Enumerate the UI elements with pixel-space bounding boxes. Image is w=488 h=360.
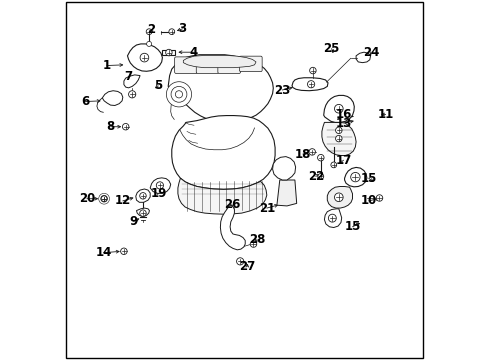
Polygon shape [324,209,341,228]
Polygon shape [326,186,352,208]
Circle shape [308,149,315,155]
Polygon shape [344,167,366,187]
Text: 22: 22 [307,170,323,183]
Text: 20: 20 [79,192,95,205]
Circle shape [146,41,151,46]
Circle shape [250,241,256,247]
Text: 15: 15 [344,220,360,233]
Text: 21: 21 [258,202,274,215]
Polygon shape [162,50,175,55]
Text: 10: 10 [360,194,376,207]
Polygon shape [355,52,370,63]
Circle shape [350,172,359,182]
Text: 12: 12 [115,194,131,207]
Circle shape [140,53,148,62]
Circle shape [156,182,163,189]
Text: 24: 24 [362,46,379,59]
Circle shape [375,195,382,201]
Polygon shape [178,178,266,214]
Circle shape [99,193,109,204]
Circle shape [128,91,136,98]
Polygon shape [272,157,295,180]
Text: 6: 6 [81,95,89,108]
Circle shape [317,154,324,161]
Text: 13: 13 [335,117,351,130]
Text: 15: 15 [360,172,376,185]
Circle shape [330,162,336,168]
Circle shape [168,29,174,35]
Circle shape [307,81,314,88]
Text: 17: 17 [335,154,351,167]
Text: 8: 8 [106,120,115,133]
Text: 1: 1 [102,59,111,72]
Text: 4: 4 [189,46,197,59]
Circle shape [171,86,186,102]
Circle shape [328,214,336,222]
Circle shape [146,29,152,35]
Text: 18: 18 [294,148,310,161]
Circle shape [309,67,316,74]
Polygon shape [323,95,354,122]
Polygon shape [136,208,149,217]
Text: 5: 5 [154,79,162,92]
Polygon shape [171,116,275,189]
Polygon shape [102,91,122,105]
Circle shape [101,195,107,202]
Text: 3: 3 [178,22,186,35]
Text: 19: 19 [150,187,167,200]
Circle shape [101,196,107,202]
Circle shape [335,127,342,134]
Circle shape [166,82,191,107]
Text: 25: 25 [323,42,339,55]
FancyBboxPatch shape [196,57,219,73]
Text: 26: 26 [223,198,240,211]
Text: 16: 16 [335,108,351,121]
Circle shape [236,258,244,265]
Polygon shape [123,75,140,88]
Polygon shape [168,55,273,123]
Text: 27: 27 [239,260,255,273]
Circle shape [140,210,146,216]
Polygon shape [321,122,355,156]
Text: 2: 2 [147,23,155,36]
Text: 9: 9 [129,215,138,228]
Polygon shape [127,44,162,71]
Circle shape [121,248,127,255]
Polygon shape [136,189,150,202]
Circle shape [334,104,343,113]
Polygon shape [220,205,244,250]
Circle shape [122,123,129,130]
FancyBboxPatch shape [174,57,197,73]
Text: 11: 11 [377,108,393,121]
Text: 14: 14 [95,246,111,259]
Text: 23: 23 [274,84,290,96]
Circle shape [140,193,146,199]
FancyBboxPatch shape [239,56,262,72]
Circle shape [317,174,323,179]
Text: 7: 7 [124,70,132,83]
Polygon shape [291,78,327,91]
Circle shape [334,193,343,202]
Circle shape [175,91,182,98]
Text: 28: 28 [248,233,265,246]
Polygon shape [276,180,296,206]
Circle shape [335,135,342,142]
Circle shape [165,49,172,56]
Polygon shape [183,55,256,68]
Polygon shape [150,178,170,193]
FancyBboxPatch shape [218,57,240,73]
